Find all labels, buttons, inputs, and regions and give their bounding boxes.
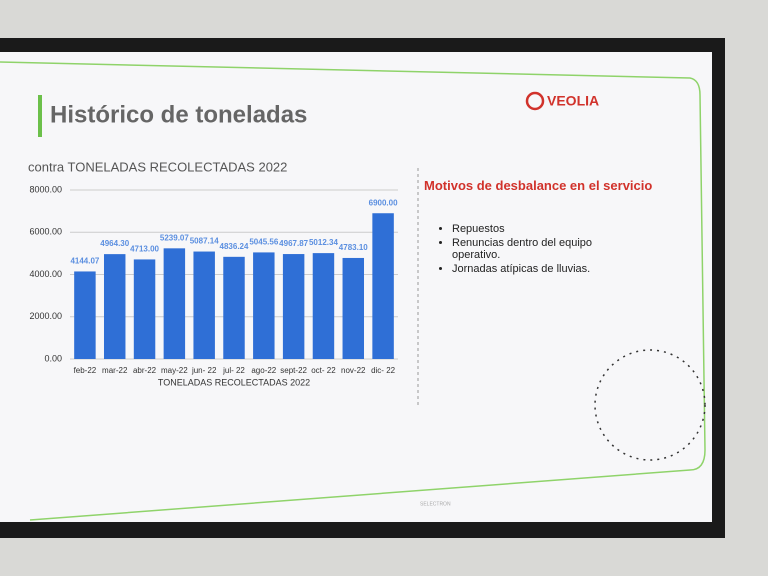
value-label: 4144.07 xyxy=(70,257,99,266)
x-tick-label: oct- 22 xyxy=(311,366,336,375)
bullet: Renuncias dentro del equipo operativo. xyxy=(452,237,632,261)
value-label: 5012.34 xyxy=(309,238,338,247)
x-tick-label: ago-22 xyxy=(251,366,276,375)
value-label: 4964.30 xyxy=(100,239,129,248)
x-tick-label: jul- 22 xyxy=(222,366,245,375)
bar xyxy=(133,259,156,359)
y-tick-label: 8000.00 xyxy=(29,184,62,194)
value-label: 5087.14 xyxy=(190,237,219,246)
x-tick-label: may-22 xyxy=(161,366,188,375)
y-tick-label: 4000.00 xyxy=(29,269,62,279)
panel-title: Motivos de desbalance en el servicio xyxy=(424,178,653,193)
bar xyxy=(193,251,215,359)
value-label: 5239.07 xyxy=(160,233,189,242)
value-label: 6900.00 xyxy=(369,198,398,207)
logo: VEOLIA xyxy=(547,93,599,109)
x-tick-label: mar-22 xyxy=(102,366,128,375)
bar xyxy=(372,213,394,359)
value-label: 5045.56 xyxy=(249,238,278,247)
bar xyxy=(103,254,126,359)
bar xyxy=(312,253,335,359)
bar xyxy=(163,248,186,359)
x-axis-title: TONELADAS RECOLECTADAS 2022 xyxy=(158,377,310,387)
bar xyxy=(74,271,96,359)
reasons-panel: Motivos de desbalance en el servicio Rep… xyxy=(424,178,694,277)
x-tick-label: jun- 22 xyxy=(191,366,217,375)
x-tick-label: abr-22 xyxy=(133,366,157,375)
bar xyxy=(253,252,275,359)
bar xyxy=(282,254,305,359)
chart-title: contra TONELADAS RECOLECTADAS 2022 xyxy=(28,159,287,174)
bar xyxy=(223,256,245,359)
x-tick-label: dic- 22 xyxy=(371,366,396,375)
decoration xyxy=(594,349,706,461)
bar xyxy=(342,257,365,359)
logo-icon xyxy=(525,91,545,111)
value-label: 4967.87 xyxy=(279,239,308,248)
x-tick-label: nov-22 xyxy=(341,366,366,375)
slide-border xyxy=(0,61,706,521)
x-tick-label: feb-22 xyxy=(74,366,97,375)
bullet: Repuestos xyxy=(452,223,632,235)
bullet: Jornadas atípicas de lluvias. xyxy=(452,263,632,275)
bullet-list: Repuestos Renuncias dentro del equipo op… xyxy=(424,223,694,275)
y-tick-label: 6000.00 xyxy=(29,227,62,237)
value-label: 4836.24 xyxy=(220,242,249,251)
value-label: 4783.10 xyxy=(339,243,368,252)
value-label: 4713.00 xyxy=(130,245,159,254)
y-tick-label: 0.00 xyxy=(44,353,62,363)
x-tick-label: sept-22 xyxy=(280,366,307,375)
title-accent xyxy=(38,95,42,137)
tv-brand: SELECTRON xyxy=(420,501,451,507)
slide-title: Histórico de toneladas xyxy=(50,101,307,128)
y-tick-label: 2000.00 xyxy=(29,311,62,321)
